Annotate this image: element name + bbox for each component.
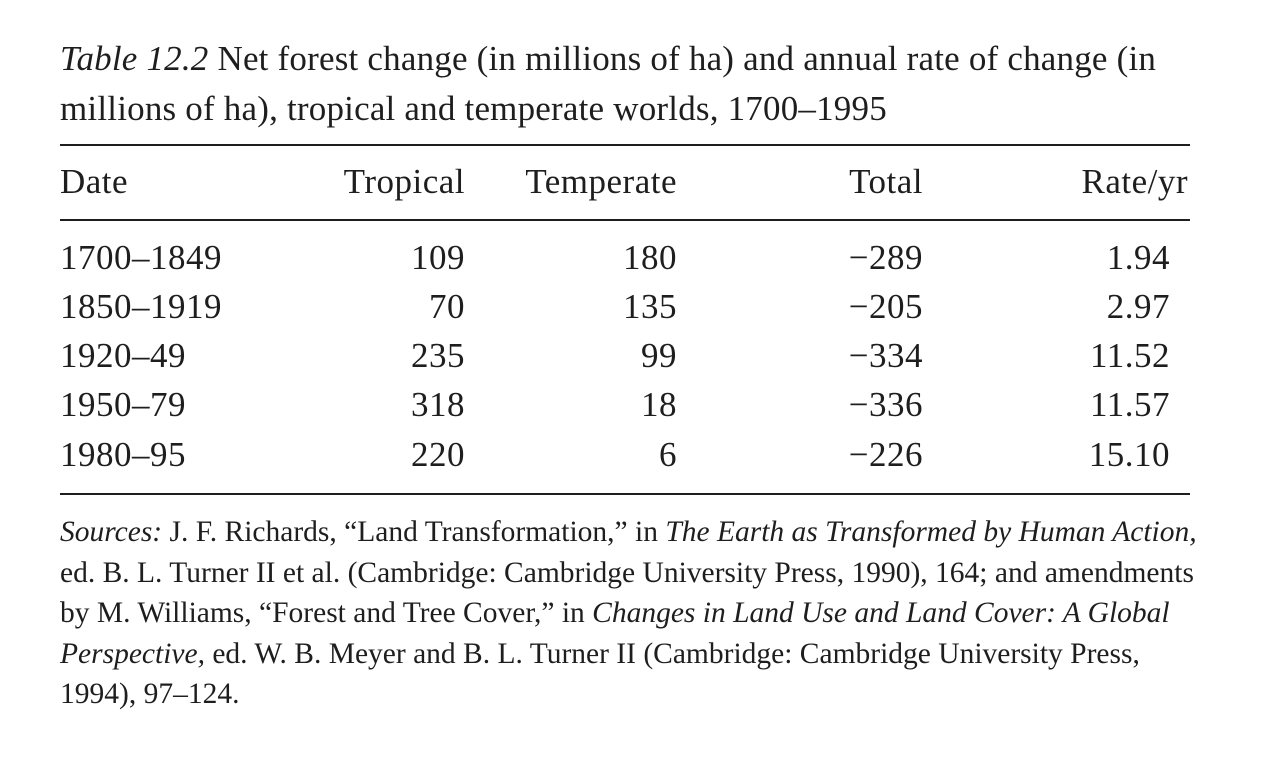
sources-note: Sources: J. F. Richards, “Land Transform… — [60, 512, 1210, 715]
cell-tropical: 235 — [411, 336, 465, 375]
cell-tropical: 70 — [429, 287, 465, 326]
cell-rate: 11.57 — [1090, 385, 1170, 424]
cell-temperate: 6 — [659, 435, 677, 474]
cell-date: 1950–79 — [60, 385, 186, 424]
cell-rate: 15.10 — [1088, 435, 1170, 474]
sources-text: ed. B. L. Turner II et al. (Cambridge: C… — [60, 556, 1194, 630]
cell-tropical: 220 — [411, 435, 465, 474]
header-rule — [60, 219, 1190, 221]
table-title: Net forest change (in millions of ha) an… — [60, 39, 1157, 128]
cell-tropical: 109 — [411, 238, 465, 277]
source-book-title: Changes in Land Use and Land Cover: A Gl… — [60, 597, 1170, 670]
cell-date: 1850–1919 — [60, 287, 222, 326]
cell-temperate: 135 — [623, 287, 677, 326]
sources-label: Sources: — [60, 516, 163, 548]
header-tropical: Tropical — [343, 162, 465, 201]
bottom-rule — [60, 493, 1190, 495]
cell-rate: 1.94 — [1106, 238, 1170, 277]
cell-total: −226 — [848, 435, 923, 474]
cell-temperate: 18 — [641, 385, 677, 424]
sources-text: J. F. Richards, “Land Transformation,” i… — [162, 516, 666, 548]
cell-rate: 11.52 — [1090, 336, 1170, 375]
header-date: Date — [60, 162, 129, 201]
cell-total: −205 — [848, 287, 923, 326]
cell-temperate: 180 — [623, 238, 677, 277]
source-book-title: The Earth as Transformed by Human Action… — [665, 516, 1197, 548]
top-rule — [60, 144, 1190, 146]
sources-text: ed. W. B. Meyer and B. L. Turner II (Cam… — [60, 637, 1140, 711]
cell-total: −336 — [848, 385, 923, 424]
cell-total: −289 — [848, 238, 923, 277]
table-number: Table 12.2 — [60, 39, 209, 78]
cell-date: 1700–1849 — [60, 238, 222, 277]
table-caption: Table 12.2 Net forest change (in million… — [60, 34, 1200, 134]
cell-total: −334 — [848, 336, 923, 375]
header-total: Total — [849, 162, 923, 201]
cell-date: 1980–95 — [60, 435, 186, 474]
cell-rate: 2.97 — [1106, 287, 1170, 326]
cell-tropical: 318 — [411, 385, 465, 424]
header-rate: Rate/yr — [1081, 162, 1188, 201]
cell-date: 1920–49 — [60, 336, 186, 375]
cell-temperate: 99 — [641, 336, 677, 375]
header-temperate: Temperate — [525, 162, 677, 201]
